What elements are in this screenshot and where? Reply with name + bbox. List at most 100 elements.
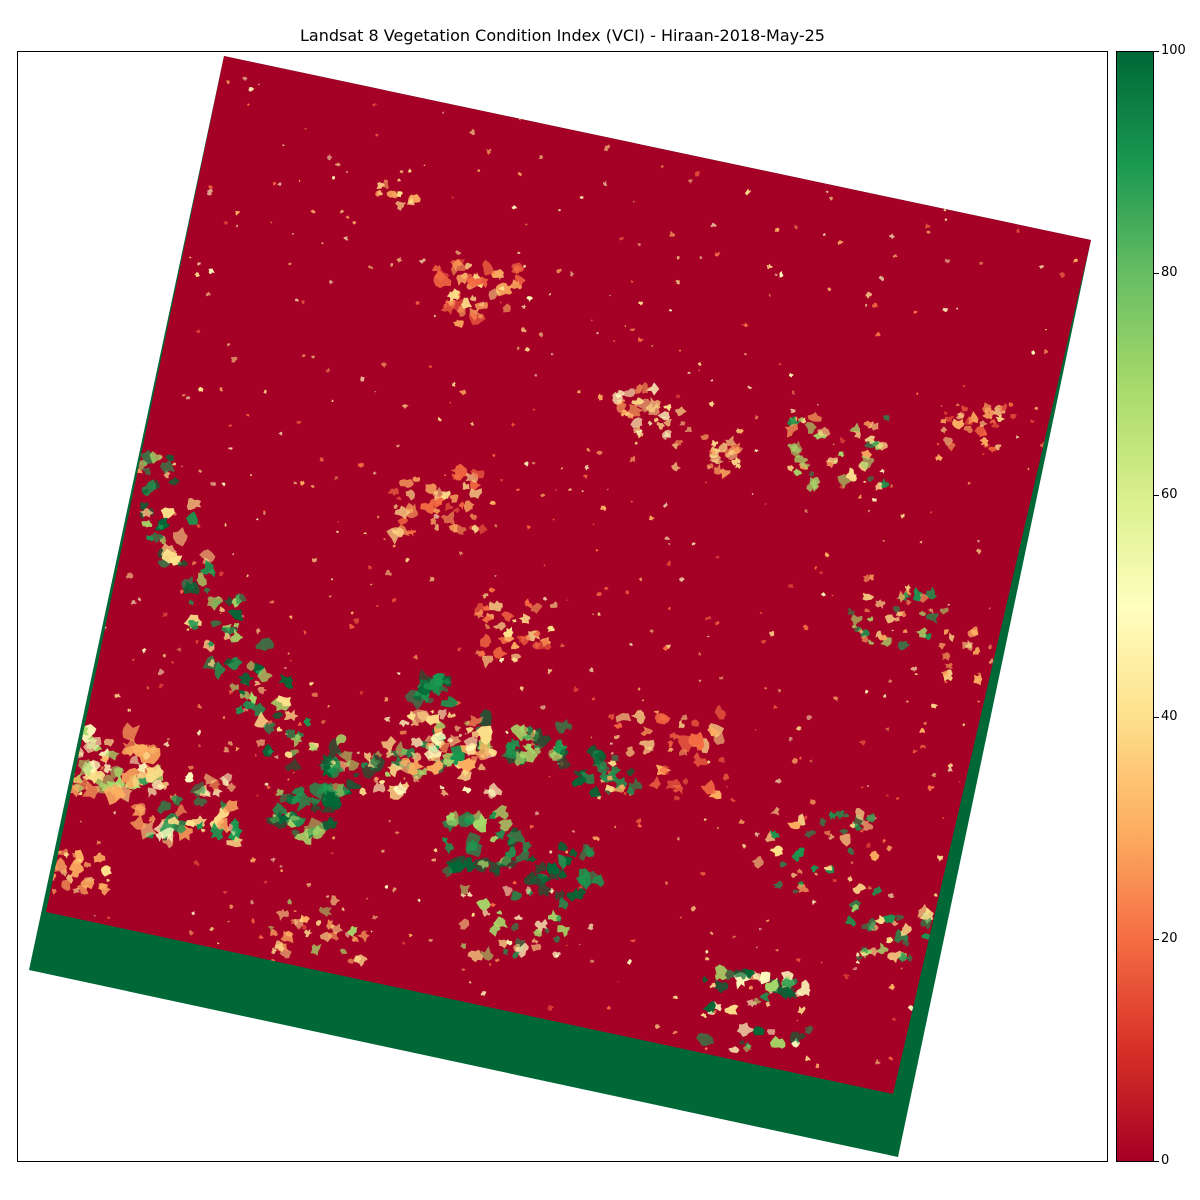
mixed-patch (879, 634, 888, 641)
speckle-patch (891, 1017, 897, 1022)
vegetation-patches (46, 60, 1089, 1094)
speckle-patch (704, 616, 712, 621)
speckle-patch (741, 323, 743, 326)
speckle-patch (519, 686, 524, 692)
speckle-patch (471, 912, 475, 918)
speckle-patch (534, 811, 540, 816)
farmland-patch (68, 860, 84, 878)
map-axes[interactable] (17, 51, 1108, 1162)
dry-patch (607, 775, 613, 781)
speckle-patch (528, 114, 534, 119)
green-patch (444, 841, 455, 855)
speckle-patch (100, 765, 104, 770)
mixed-patch (854, 824, 863, 831)
speckle-patch (1081, 345, 1084, 348)
mixed-patch (543, 927, 550, 934)
mixed-patch (862, 573, 870, 583)
dry-patch (533, 630, 541, 638)
riverine-vegetation (186, 511, 198, 525)
dry-patch (504, 636, 515, 643)
green-patch (566, 887, 582, 902)
speckle-patch (943, 680, 948, 684)
speckle-patch (540, 493, 546, 498)
riverine-vegetation (373, 776, 379, 783)
mixed-patch (850, 614, 863, 628)
mixed-patch (476, 898, 491, 911)
speckle-patch (405, 557, 410, 563)
speckle-patch (442, 111, 445, 114)
speckle-patch (649, 629, 654, 635)
dry-patch (709, 446, 716, 455)
dry-patch (458, 501, 465, 510)
speckle-patch (127, 708, 131, 713)
speckle-patch (764, 687, 767, 690)
speckle-patch (882, 694, 887, 698)
speckle-patch (914, 673, 919, 675)
speckle-patch (1074, 351, 1079, 354)
speckle-patch (1057, 828, 1060, 832)
mixed-patch (819, 817, 827, 827)
speckle-patch (82, 1028, 88, 1033)
colorbar-tick-label: 80 (1161, 265, 1178, 280)
speckle-patch (171, 462, 177, 466)
speckle-patch (560, 467, 564, 470)
speckle-patch (761, 639, 766, 644)
dry-patch (527, 602, 543, 614)
speckle-patch (379, 76, 386, 82)
speckle-patch (667, 543, 671, 546)
speckle-patch (871, 497, 877, 502)
speckle-patch (374, 391, 377, 393)
speckle-patch (885, 794, 889, 798)
speckle-patch (106, 1064, 113, 1070)
dry-patch (973, 674, 983, 686)
speckle-patch (161, 212, 165, 216)
speckle-patch (81, 689, 86, 694)
speckle-patch (222, 890, 228, 894)
speckle-patch (181, 393, 186, 397)
speckle-patch (82, 390, 86, 397)
speckle-patch (304, 127, 307, 130)
speckle-patch (443, 474, 447, 477)
speckle-patch (637, 242, 642, 247)
speckle-patch (138, 121, 144, 127)
dry-patch (465, 262, 472, 270)
speckle-patch (223, 746, 230, 753)
speckle-patch (494, 958, 500, 963)
speckle-patch (609, 742, 613, 745)
speckle-patch (403, 777, 406, 780)
speckle-patch (796, 131, 803, 136)
dry-patch (491, 269, 504, 278)
speckle-patch (774, 227, 780, 232)
speckle-patch (137, 596, 142, 602)
speckle-patch (415, 300, 420, 305)
green-patch (626, 786, 635, 796)
dry-patch (518, 613, 531, 624)
speckle-patch (279, 864, 283, 868)
speckle-patch (221, 482, 226, 487)
speckle-patch (296, 420, 302, 425)
dry-patch (667, 747, 674, 753)
mixed-patch (804, 1025, 814, 1035)
speckle-patch (557, 209, 561, 212)
speckle-patch (779, 270, 784, 278)
speckle-patch (940, 405, 943, 407)
riverine-vegetation (196, 572, 207, 587)
mixed-patch (707, 1010, 715, 1015)
speckle-patch (568, 488, 572, 491)
speckle-patch (309, 682, 314, 686)
dry-patch (708, 790, 722, 800)
mixed-patch (892, 605, 901, 613)
speckle-patch (74, 377, 78, 381)
farmland-patch (477, 763, 486, 771)
mixed-patch (920, 917, 932, 930)
green-patch (599, 770, 609, 780)
speckle-patch (1086, 1016, 1089, 1019)
speckle-patch (143, 345, 148, 349)
speckle-patch (638, 577, 642, 582)
speckle-patch (111, 160, 116, 163)
riverine-vegetation (326, 762, 345, 779)
green-patch (473, 813, 488, 833)
speckle-patch (451, 196, 455, 199)
speckle-patch (821, 592, 826, 597)
mixed-patch (824, 830, 831, 836)
